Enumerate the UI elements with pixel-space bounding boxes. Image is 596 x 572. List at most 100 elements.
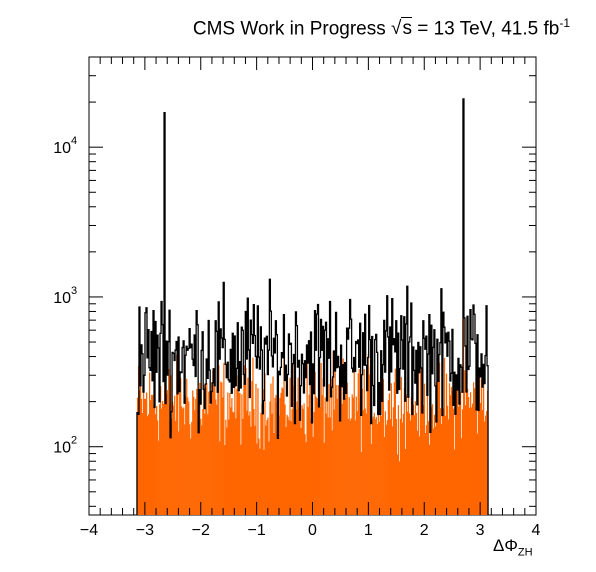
hist-fill-bin bbox=[402, 413, 405, 515]
hist-fill-bin bbox=[163, 404, 165, 515]
hist-fill-bin bbox=[367, 354, 369, 515]
hist-fill-bin bbox=[411, 389, 414, 515]
hist-fill-bin bbox=[260, 412, 262, 515]
hist-fill-bin bbox=[413, 415, 416, 515]
hist-fill-bin bbox=[235, 418, 237, 515]
hist-fill-bin bbox=[273, 433, 275, 515]
hist-fill-bin bbox=[420, 400, 423, 515]
hist-fill-bin bbox=[216, 404, 218, 515]
hist-fill-bin bbox=[140, 398, 143, 515]
hist-fill-bin bbox=[468, 407, 471, 515]
hist-fill-bin bbox=[207, 414, 209, 515]
hist-fill-bin bbox=[199, 382, 201, 515]
title-energy: = 13 TeV, 41.5 fb bbox=[411, 18, 560, 40]
hist-fill-bin bbox=[208, 391, 210, 515]
x-tick-label: −3 bbox=[136, 522, 154, 539]
hist-fill-bin bbox=[472, 382, 475, 515]
hist-fill-bin bbox=[437, 358, 440, 515]
hist-fill-bin bbox=[167, 390, 169, 515]
hist-fill-bin bbox=[270, 383, 272, 515]
hist-fill-bin bbox=[282, 388, 284, 515]
hist-fill-bin bbox=[200, 418, 202, 515]
hist-fill-bin bbox=[442, 408, 445, 515]
hist-fill-bin bbox=[390, 383, 392, 515]
hist-fill-bin bbox=[428, 444, 431, 515]
hist-fill-bin bbox=[269, 401, 271, 515]
y-tick-label: 10 bbox=[53, 290, 71, 307]
hist-fill-bin bbox=[365, 413, 367, 515]
hist-fill-bin bbox=[371, 419, 373, 515]
hist-fill-bin bbox=[323, 442, 325, 515]
hist-fill-bin bbox=[379, 405, 381, 515]
hist-fill-bin bbox=[151, 394, 153, 515]
hist-fill-bin bbox=[176, 354, 178, 515]
hist-fill-bin bbox=[429, 420, 432, 515]
hist-fill-bin bbox=[457, 406, 460, 515]
hist-fill-bin bbox=[137, 366, 140, 515]
hist-fill-bin bbox=[174, 395, 176, 515]
filled-histogram bbox=[136, 98, 489, 515]
sqrt-argument: s bbox=[401, 17, 412, 40]
hist-fill-bin bbox=[143, 398, 146, 515]
hist-fill-bin bbox=[341, 403, 343, 515]
hist-fill-bin bbox=[157, 420, 159, 515]
hist-fill-bin bbox=[418, 436, 421, 515]
hist-fill-bin bbox=[444, 415, 447, 515]
hist-fill-bin bbox=[310, 418, 312, 515]
hist-fill-bin bbox=[195, 398, 197, 515]
hist-fill-bin bbox=[400, 377, 403, 515]
hist-fill-bin bbox=[404, 449, 407, 515]
hist-fill-bin bbox=[300, 428, 302, 515]
hist-fill-bin bbox=[244, 366, 246, 515]
hist-fill-bin bbox=[196, 388, 198, 515]
hist-fill-bin bbox=[463, 370, 466, 515]
y-tick-exponent: 3 bbox=[71, 285, 77, 297]
hist-fill-bin bbox=[344, 397, 346, 515]
hist-fill-bin bbox=[434, 426, 437, 515]
hist-fill-bin bbox=[447, 419, 450, 515]
hist-fill-bin bbox=[431, 404, 434, 515]
x-tick-label: −4 bbox=[80, 522, 98, 539]
hist-fill-bin bbox=[403, 388, 406, 515]
hist-fill-bin bbox=[291, 409, 293, 515]
hist-fill-bin bbox=[321, 395, 323, 515]
hist-fill-bin bbox=[414, 401, 417, 515]
hist-fill-bin bbox=[392, 407, 394, 515]
x-tick-label: 4 bbox=[532, 522, 541, 539]
hist-fill-bin bbox=[438, 362, 441, 515]
hist-fill-bin bbox=[317, 401, 319, 515]
hist-fill-bin bbox=[241, 394, 243, 515]
hist-fill-bin bbox=[279, 397, 281, 515]
hist-fill-bin bbox=[345, 392, 347, 515]
hist-fill-bin bbox=[436, 379, 439, 515]
hist-fill-bin bbox=[178, 431, 180, 515]
hist-fill-bin bbox=[262, 389, 264, 515]
hist-fill-bin bbox=[201, 425, 203, 515]
hist-fill-bin bbox=[441, 389, 444, 515]
hist-fill-bin bbox=[232, 411, 234, 515]
hist-fill-bin bbox=[478, 410, 480, 515]
hist-fill-bin bbox=[384, 411, 386, 515]
hist-fill-bin bbox=[453, 449, 456, 515]
hist-fill-bin bbox=[409, 420, 412, 515]
hist-fill-bin bbox=[407, 372, 410, 515]
hist-fill-bin bbox=[377, 392, 379, 515]
hist-fill-bin bbox=[360, 452, 362, 515]
hist-fill-bin bbox=[363, 369, 365, 515]
hist-fill-bin bbox=[479, 367, 481, 515]
hist-fill-bin bbox=[215, 399, 217, 515]
hist-fill-bin bbox=[256, 443, 258, 515]
hist-fill-bin bbox=[246, 410, 248, 515]
hist-fill-bin bbox=[289, 377, 291, 515]
hist-fill-bin bbox=[351, 394, 353, 515]
hist-fill-bin bbox=[331, 430, 333, 515]
hist-fill-bin bbox=[398, 461, 401, 515]
hist-fill-bin bbox=[187, 397, 189, 515]
hist-fill-bin bbox=[252, 357, 254, 515]
hist-fill-bin bbox=[233, 412, 235, 515]
hist-fill-bin bbox=[150, 400, 152, 515]
hist-fill-bin bbox=[461, 409, 464, 515]
hist-fill-bin bbox=[469, 392, 472, 515]
hist-fill-bin bbox=[353, 360, 355, 515]
